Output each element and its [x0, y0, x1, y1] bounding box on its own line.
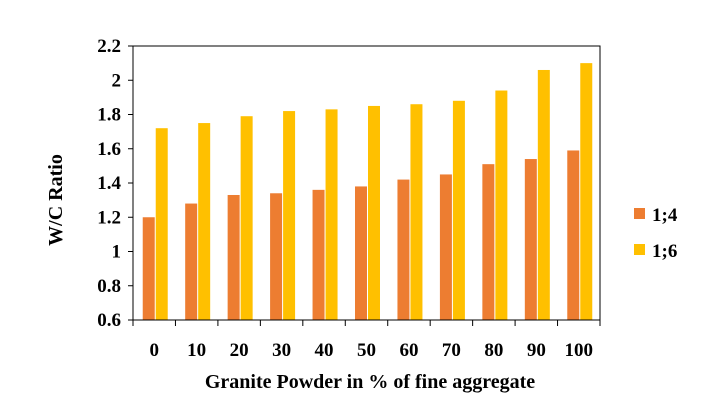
x-tick-label-10: 10	[187, 340, 206, 361]
bar-1-4-100	[567, 150, 580, 320]
bar-1-4-90	[524, 159, 537, 320]
x-tick-labels: 0 10 20 30 40 50 60 70 80 90 100	[149, 340, 593, 361]
x-tick-label-60: 60	[399, 340, 418, 361]
y-tick-label-2: 2	[112, 70, 122, 91]
legend: 1;4 1;6	[634, 205, 678, 262]
bar-1-6-10	[198, 123, 211, 320]
bar-1-6-20	[240, 116, 253, 321]
y-tick-label-1.8: 1.8	[97, 105, 121, 126]
legend-label-1-4: 1;4	[652, 205, 678, 226]
y-tick-labels: 0.6 0.8 1 1.2 1.4 1.6 1.8 2 2.2	[97, 36, 121, 331]
x-tick-label-100: 100	[565, 340, 594, 361]
bar-1-6-90	[537, 69, 550, 320]
bar-1-6-50	[368, 105, 380, 320]
bar-1-4-50	[355, 186, 367, 320]
bar-1-4-70	[439, 174, 452, 320]
y-tick-label-1.6: 1.6	[97, 139, 121, 160]
y-tick-label-1.2: 1.2	[97, 207, 121, 228]
legend-swatch-1-4	[634, 208, 645, 219]
y-tick-label-1: 1	[112, 242, 122, 263]
bar-1-4-10	[185, 203, 198, 320]
x-tick-label-20: 20	[230, 340, 249, 361]
x-tick-label-40: 40	[315, 340, 334, 361]
y-tick-label-0.6: 0.6	[97, 310, 121, 331]
bar-1-4-80	[482, 164, 495, 320]
x-tick-label-70: 70	[442, 340, 461, 361]
legend-label-1-6: 1;6	[652, 241, 677, 262]
y-tick-label-1.4: 1.4	[97, 173, 121, 194]
bar-1-4-40	[312, 189, 325, 320]
bar-1-6-0	[155, 128, 168, 320]
bars	[142, 63, 593, 321]
bar-1-6-80	[495, 90, 508, 320]
x-tick-label-90: 90	[527, 340, 546, 361]
bar-1-6-70	[452, 100, 465, 320]
y-tick-label-2.2: 2.2	[97, 36, 121, 57]
bar-1-4-60	[397, 179, 410, 320]
bar-1-6-60	[410, 104, 423, 320]
y-tick-label-0.8: 0.8	[97, 276, 121, 297]
bar-1-4-0	[142, 217, 155, 320]
y-axis-title: W/C Ratio	[45, 154, 67, 246]
bar-1-4-30	[270, 193, 283, 320]
axes	[128, 45, 601, 326]
bar-1-6-30	[283, 111, 296, 320]
bar-1-6-100	[580, 63, 593, 321]
x-axis-title: Granite Powder in % of fine aggregate	[205, 371, 535, 393]
legend-swatch-1-6	[634, 244, 645, 255]
x-tick-label-50: 50	[357, 340, 376, 361]
x-tick-label-0: 0	[149, 340, 159, 361]
bar-1-6-40	[325, 109, 338, 320]
x-tick-label-80: 80	[484, 340, 503, 361]
x-tick-label-30: 30	[272, 340, 291, 361]
bar-1-4-20	[227, 194, 240, 320]
